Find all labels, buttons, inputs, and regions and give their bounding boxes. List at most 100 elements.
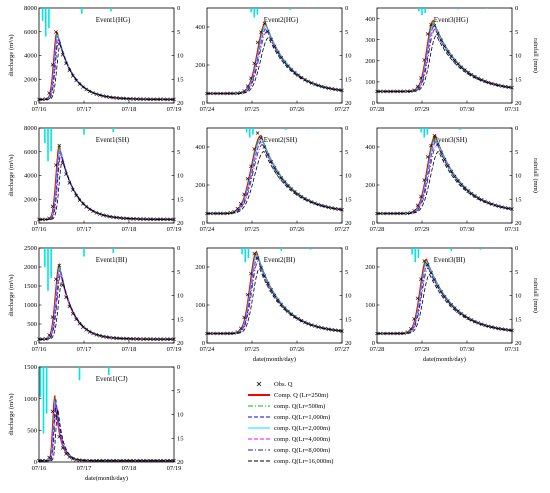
obs-marker (94, 458, 99, 463)
rainfall-bar (44, 248, 46, 268)
x-tick-label: 07/30 (460, 346, 475, 353)
obs-marker (456, 178, 460, 183)
rain-tick-label: 5 (345, 29, 348, 36)
obs-marker (435, 142, 440, 146)
y-tick-label: 2000 (24, 76, 37, 83)
obs-marker (422, 58, 427, 62)
obs-marker (158, 97, 163, 102)
obs-marker (282, 180, 287, 184)
obs-marker (64, 61, 68, 66)
obs-marker (225, 331, 230, 336)
y-tick-label: 6000 (24, 29, 37, 36)
obs-marker (47, 455, 51, 460)
y-tick-label: 400 (195, 24, 205, 31)
y-tick-label: 400 (365, 16, 375, 23)
obs-marker (496, 326, 501, 331)
x-tick-label: 07/18 (122, 226, 137, 233)
obs-marker (118, 216, 122, 220)
rainfall-bar (48, 8, 50, 28)
obs-marker (476, 196, 481, 200)
obs-marker (242, 89, 246, 93)
rain-tick-label: 5 (515, 149, 518, 156)
obs-marker (148, 337, 153, 341)
obs-marker (245, 176, 250, 181)
obs-marker (74, 317, 78, 322)
rainfall-bar (479, 248, 482, 250)
obs-marker (47, 333, 51, 337)
obs-marker (155, 97, 159, 102)
obs-marker (296, 317, 300, 321)
obs-marker (435, 284, 440, 289)
obs-marker (238, 326, 243, 331)
series-line-7 (207, 268, 343, 334)
obs-marker (37, 97, 41, 102)
obs-marker (124, 336, 129, 341)
obs-marker (493, 82, 497, 87)
obs-marker (486, 201, 491, 205)
y-axis-label: discharge (m³/s) (8, 154, 15, 196)
rainfall-bar (107, 367, 110, 375)
chart-panel-p33: Event3(BI) 07/28 07/29 07/30 07/31 0 100 200 0 5 1… (365, 245, 539, 363)
obs-marker (340, 88, 344, 93)
obs-marker (439, 150, 443, 155)
y-tick-label: 8000 (24, 5, 37, 12)
x-tick-label: 07/29 (415, 106, 430, 113)
obs-marker (245, 292, 250, 297)
obs-marker (408, 326, 413, 331)
obs-marker (259, 136, 263, 140)
obs-marker (398, 211, 403, 216)
obs-marker (67, 455, 72, 459)
obs-marker (135, 97, 139, 101)
series-line-2 (39, 264, 174, 340)
obs-marker (141, 458, 146, 463)
obs-marker (131, 337, 136, 341)
obs-marker (486, 80, 491, 85)
rain-tick-label: 0 (177, 125, 180, 132)
x-tick-label: 07/27 (335, 346, 351, 353)
obs-marker (135, 337, 139, 341)
obs-marker (84, 458, 89, 463)
obs-marker (111, 458, 116, 463)
obs-marker (415, 296, 420, 301)
obs-marker (309, 323, 314, 327)
obs-marker (165, 97, 170, 102)
x-tick-label: 07/24 (200, 346, 216, 353)
obs-marker (442, 157, 447, 162)
obs-marker (388, 331, 393, 336)
chart-panel-p13: Event3(HG)07/28 07/29 07/30 07/310100200300… (365, 5, 539, 113)
obs-marker (54, 30, 58, 34)
y-tick-label: 2500 (24, 245, 37, 252)
rainfall-bar (112, 248, 115, 254)
obs-marker (138, 97, 143, 101)
obs-marker (128, 216, 132, 221)
obs-marker (218, 211, 223, 216)
obs-marker (135, 217, 139, 221)
obs-marker (496, 204, 501, 209)
rain-tick-label: 15 (177, 76, 184, 83)
panel-title: Event1(BI) (96, 256, 128, 264)
series-line-4 (377, 137, 513, 214)
obs-marker (121, 458, 126, 463)
rainfall-bar (83, 248, 85, 257)
legend-label: comp. Q(Lr=2,000m) (274, 425, 330, 432)
series-line-6 (377, 267, 513, 334)
obs-marker (104, 458, 109, 463)
rain-tick-label: 0 (345, 245, 348, 252)
series-line-7 (207, 151, 343, 214)
obs-marker (205, 211, 209, 216)
obs-marker (218, 331, 223, 336)
panel-title: Event1(CJ) (96, 375, 129, 383)
rain-tick-label: 0 (515, 125, 518, 132)
rainfall-bar (417, 248, 420, 258)
obs-marker (108, 214, 112, 219)
obs-marker (121, 336, 126, 341)
obs-marker (57, 42, 62, 46)
obs-marker (94, 211, 99, 215)
obs-marker (456, 309, 460, 313)
y-tick-label: 400 (195, 144, 205, 151)
rain-tick-label: 10 (515, 53, 522, 60)
obs-marker (439, 38, 443, 43)
obs-marker (118, 458, 122, 463)
rain-tick-label: 5 (177, 149, 180, 156)
